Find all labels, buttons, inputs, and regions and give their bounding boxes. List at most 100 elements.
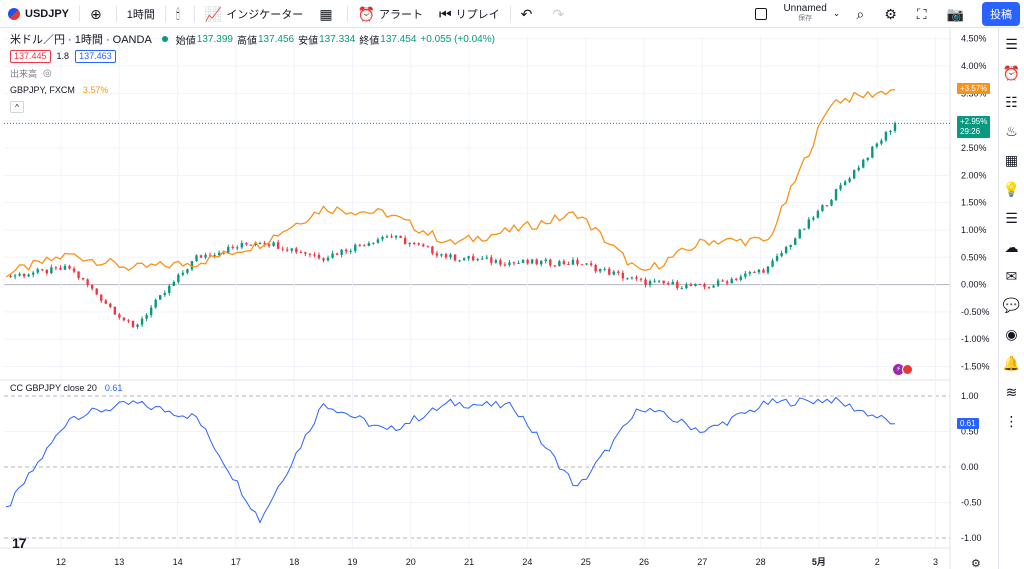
candle-body [140,318,144,325]
sell-button[interactable]: 137.445 [10,49,51,63]
candle-body [848,178,851,182]
idea-stream-icon[interactable]: 💬 [1002,296,1021,313]
candle-body [839,185,842,190]
candle-body [812,217,815,220]
alert-button[interactable]: ⏰ アラート [350,0,431,28]
compare-add-button[interactable]: ⊕ [82,0,114,28]
candles-icon: 🕯 [175,5,180,22]
axis-settings-gear-icon[interactable]: ⚙ [971,558,981,569]
candle-body [344,249,348,252]
candle-body [263,243,266,245]
layout-select-checkbox[interactable] [747,0,775,28]
alarm-clock-icon: ⏰ [357,5,375,22]
ideas-bulb-icon[interactable]: 💡 [1002,180,1021,197]
price-axis-label: 0.50% [961,252,987,262]
fullscreen-button[interactable]: ⛶ [909,0,939,28]
messages-icon[interactable]: ✉ [1005,267,1018,284]
candle-body [45,269,49,274]
settings-button[interactable]: ⚙ [876,0,909,28]
alarm-clock-icon[interactable]: ⏰ [1002,64,1021,81]
candle-body [390,236,393,238]
candle-body [481,258,484,260]
candle-body [884,132,888,141]
calendar-icon[interactable]: ▦ [1004,151,1019,168]
candle-body [317,254,321,259]
hotlist-fire-icon[interactable]: ♨ [1005,122,1018,139]
candle-body [118,314,121,318]
volume-label[interactable]: 出来高 [10,68,38,79]
interval-button[interactable]: 1時間 [126,8,155,21]
time-axis-label: 17 [231,557,241,567]
candle-body [426,246,430,248]
candle-body [172,282,176,286]
candle-body [276,242,280,249]
time-axis: 12 13 14 17 18 19 20 21 24 25 26 27 28 5月 2 3 [56,557,938,567]
candle-body [671,281,674,285]
replay-button[interactable]: ⏮ リプレイ [431,0,508,28]
trading-panel-icon[interactable]: ≋ [1005,383,1018,400]
candle-body [771,260,774,267]
candle-body [871,146,874,158]
candle-body [589,263,593,266]
candle-body [757,269,761,273]
object-tree-icon[interactable]: ☷ [1005,93,1018,110]
economic-events[interactable]: ⚡ [893,364,913,375]
undo-button[interactable]: ↶ [513,0,545,28]
indicator-name[interactable]: CC GBPJPY close 20 [10,383,97,393]
candle-body [18,273,21,276]
symbol-search-button[interactable]: USDJPY [0,0,77,28]
candle-body [603,268,606,270]
candle-body [544,259,547,262]
time-axis-label: 25 [581,557,591,567]
candle-body [335,253,339,255]
alert-label: アラート [378,8,423,21]
search-button[interactable]: ⌕ [848,0,876,28]
candle-body [308,253,312,255]
templates-button[interactable]: ▦ [311,0,344,28]
price-axis-label: 2.00% [961,170,987,180]
chat-cloud-icon[interactable]: ☁ [1004,238,1019,255]
buy-button[interactable]: 137.463 [75,49,116,63]
watchlist-icon[interactable]: ☰ [1005,35,1018,52]
candle-body [739,276,742,280]
eye-crossed-icon[interactable]: ◎ [43,67,52,79]
candle-body [231,247,234,249]
candle-body [521,260,525,263]
candle-body [753,272,756,274]
candle-body [204,254,207,258]
candle-body [136,324,139,327]
snapshot-button[interactable]: 📷 [939,0,976,28]
candle-body [13,275,17,277]
close-value: 137.454 [380,33,417,45]
candle-body [803,228,806,230]
redo-button[interactable]: ↷ [544,0,576,28]
indicator-axis-label: 0.00 [961,462,979,472]
broadcast-icon[interactable]: ◉ [1005,325,1018,342]
candle-body [435,253,439,256]
news-icon[interactable]: ☰ [1005,209,1018,226]
chart-type-button[interactable]: 🕯 [168,0,192,28]
redo-icon: ↷ [552,5,565,22]
us-flag-icon[interactable] [902,364,913,375]
candle-body [354,244,357,251]
publish-button[interactable]: 投稿 [982,1,1020,26]
compare-symbol-label[interactable]: GBPJPY, FXCM [10,85,75,95]
candle-body [648,281,652,285]
notifications-bell-icon[interactable]: 🔔 [1002,354,1021,371]
candle-body [145,315,148,319]
lightning-icon[interactable]: ⚡ [893,364,904,375]
open-label: 始値 [175,35,196,47]
candle-body [32,272,35,275]
candle-body [862,159,865,168]
dom-icon[interactable]: ⋮ [1004,412,1019,429]
candle-body [249,244,253,246]
layout-menu-button[interactable]: Unnamed 保存 ⌄ [775,0,848,28]
chart-title[interactable]: 米ドル／円 · 1時間 · OANDA [10,34,152,46]
collapse-legend-button[interactable]: ^ [10,101,24,113]
indicators-button[interactable]: 📈 インジケーター [197,0,311,28]
candle-body [322,258,325,261]
candle-body [730,279,733,284]
tradingview-logo[interactable]: 17 [12,535,27,551]
camera-icon: 📷 [946,5,964,22]
